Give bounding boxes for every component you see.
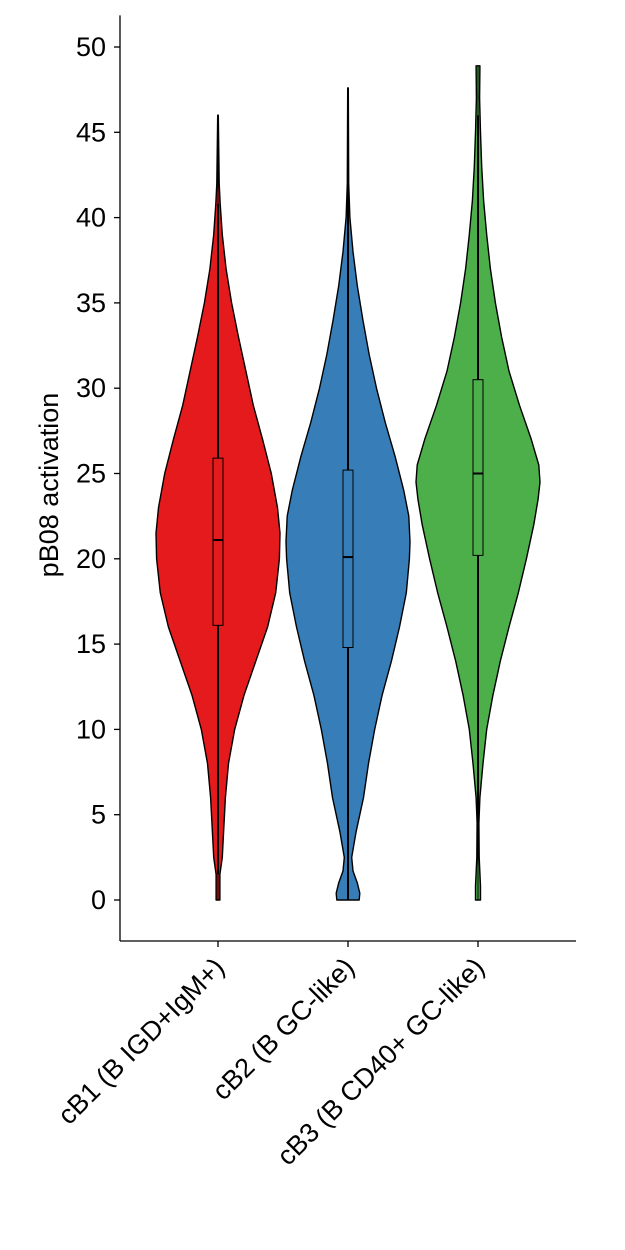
x-tick-label: cB1 (B IGD+IgM+) <box>52 952 230 1130</box>
x-tick-label: cB3 (B CD40+ GC-like) <box>271 952 490 1171</box>
y-tick-label: 40 <box>76 203 106 233</box>
y-tick-label: 10 <box>76 714 106 744</box>
y-tick-label: 25 <box>76 459 106 489</box>
y-tick-label: 15 <box>76 629 106 659</box>
y-tick-label: 35 <box>76 288 106 318</box>
plot-area <box>155 65 541 901</box>
violin-1 <box>155 114 281 901</box>
violin-body <box>285 87 411 901</box>
iqr-box <box>342 469 354 649</box>
y-axis-label: pB08 activation <box>34 393 64 578</box>
y-tick-label: 5 <box>91 800 106 830</box>
y-tick-label: 30 <box>76 373 106 403</box>
iqr-box <box>212 457 224 626</box>
y-tick-label: 20 <box>76 544 106 574</box>
x-axis: cB1 (B IGD+IgM+)cB2 (B GC-like)cB3 (B CD… <box>52 940 576 1171</box>
violin-2 <box>285 87 411 901</box>
violin-3 <box>415 65 541 901</box>
y-tick-label: 50 <box>76 32 106 62</box>
violin-body <box>155 114 281 901</box>
violin-body <box>415 65 541 901</box>
y-tick-label: 45 <box>76 117 106 147</box>
iqr-box <box>472 379 484 556</box>
y-axis: 0 5 10 15 20 25 30 35 40 45 50 <box>76 15 121 941</box>
y-tick-label: 0 <box>91 885 106 915</box>
